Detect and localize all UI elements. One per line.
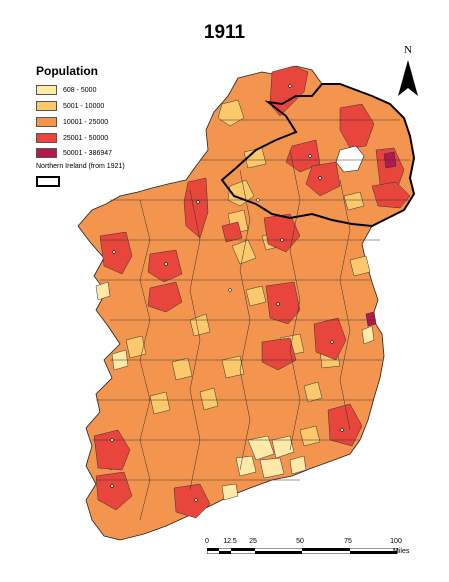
- scale-tick-label: 12.5: [223, 538, 237, 545]
- legend-swatch: [36, 85, 57, 95]
- legend-swatch: [36, 117, 57, 127]
- district-boundaries: [92, 119, 410, 521]
- northern-ireland-border: [220, 83, 416, 228]
- scale-tick-label: 50: [296, 538, 304, 545]
- legend-label: 608 - 5000: [63, 86, 97, 94]
- legend-label: 50001 - 386947: [63, 149, 113, 157]
- legend-swatch: [36, 133, 57, 143]
- map-title: 1911: [203, 22, 246, 43]
- town-markers: [110, 84, 344, 502]
- scale-tick-label: 0: [205, 538, 209, 545]
- scale-tick-label: 25: [249, 538, 257, 545]
- northern-ireland-legend-label: Northern Ireland (from 1921): [36, 163, 125, 170]
- legend-label: 10001 - 25000: [63, 118, 109, 126]
- legend-item: 50001 - 386947: [36, 147, 112, 159]
- lough-neagh: [335, 145, 365, 173]
- legend-item: 10001 - 25000: [36, 116, 108, 128]
- northern-ireland-legend-swatch: [36, 176, 60, 187]
- legend-swatch: [36, 101, 57, 111]
- legend-title: Population: [36, 64, 98, 78]
- north-arrow-label: N: [404, 44, 412, 56]
- legend-item: 608 - 5000: [36, 84, 96, 96]
- legend-item: 5001 - 10000: [36, 100, 104, 112]
- legend-label: 25001 - 50000: [63, 134, 109, 142]
- legend-label: 5001 - 10000: [63, 102, 105, 110]
- scale-tick-label: 75: [344, 538, 352, 545]
- districts-5001-10000: [107, 99, 371, 515]
- legend-item: 25001 - 50000: [36, 132, 108, 144]
- scale-tick-label: 100: [390, 538, 402, 545]
- districts-608-5000: [95, 281, 375, 501]
- north-arrow-icon: [398, 60, 418, 96]
- legend-swatch: [36, 148, 57, 158]
- scale-bar: [207, 548, 398, 554]
- scale-units-label: Miles: [393, 548, 410, 555]
